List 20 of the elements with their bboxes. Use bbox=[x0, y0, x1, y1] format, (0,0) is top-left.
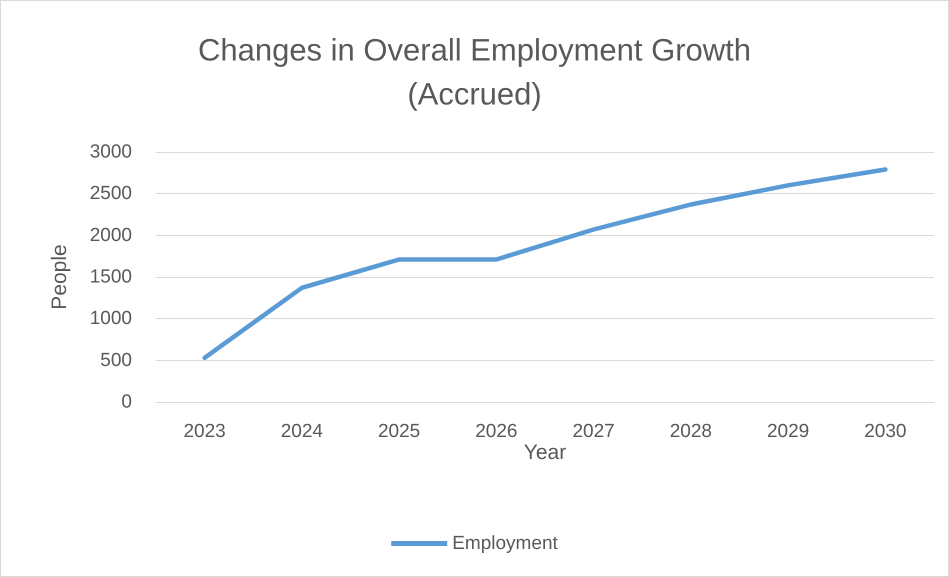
x-tick-label: 2026 bbox=[475, 421, 518, 442]
y-axis-title: People bbox=[48, 244, 71, 310]
x-tick-label: 2030 bbox=[864, 421, 907, 442]
y-tick-label: 1500 bbox=[90, 266, 132, 288]
y-tick-label: 500 bbox=[100, 350, 132, 371]
y-tick-label: 2500 bbox=[90, 183, 132, 204]
x-tick-label: 2028 bbox=[670, 421, 712, 442]
y-tick-label: 3000 bbox=[90, 142, 132, 162]
chart-title: Changes in Overall Employment Growth (Accrued) bbox=[198, 32, 752, 112]
x-axis-title: Year bbox=[524, 440, 566, 464]
x-tick-label: 2029 bbox=[766, 421, 810, 442]
x-tick-label: 2024 bbox=[280, 421, 324, 442]
legend-label: Employment bbox=[452, 533, 559, 554]
x-tick-label: 2025 bbox=[378, 421, 420, 442]
y-tick-label: 2000 bbox=[90, 224, 132, 246]
x-tick-label: 2023 bbox=[183, 421, 226, 442]
line-series bbox=[202, 167, 888, 360]
y-tick-label: 0 bbox=[121, 392, 132, 412]
y-tick-label: 1000 bbox=[90, 308, 132, 330]
x-tick-label: 2027 bbox=[572, 421, 615, 442]
